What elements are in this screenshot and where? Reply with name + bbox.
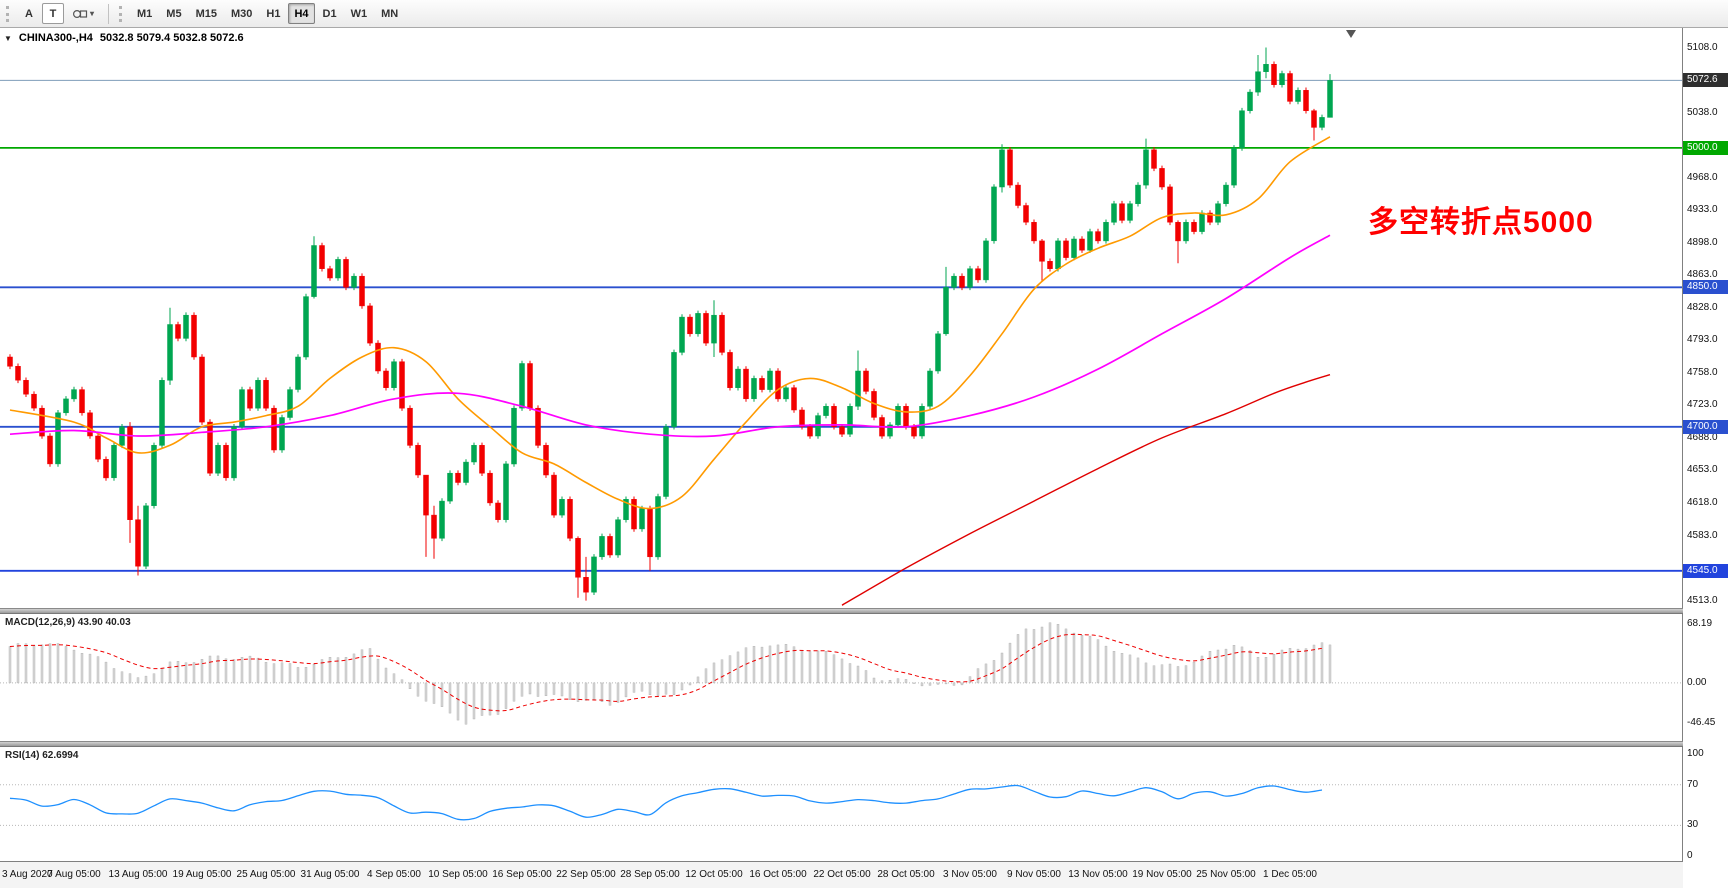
panel-splitter-macd[interactable] [0, 608, 1728, 614]
candles [7, 47, 1333, 601]
time-label: 9 Nov 05:00 [1007, 869, 1061, 880]
price-flag-level-5000[interactable]: 5000.0 [1683, 140, 1728, 155]
price-tick: 4723.0 [1687, 399, 1718, 411]
time-scale[interactable]: 3 Aug 2020 7 Aug 05:00 13 Aug 05:00 19 Aug … [0, 861, 1683, 888]
price-tick: 4968.0 [1687, 171, 1718, 183]
time-label: 3 Nov 05:00 [943, 869, 997, 880]
timeframe-button-d1[interactable]: D1 [317, 3, 343, 24]
price-flag-level-4700[interactable]: 4700.0 [1683, 419, 1728, 434]
ma_fast-line [9, 136, 1331, 510]
rsi-tick: 30 [1687, 819, 1699, 831]
timeframe-button-m1[interactable]: M1 [131, 3, 158, 24]
time-label: 28 Oct 05:00 [877, 869, 935, 880]
time-label: 3 Aug 2020 [2, 869, 53, 880]
price-tick: 4513.0 [1687, 594, 1718, 606]
price-tick: 4933.0 [1687, 204, 1718, 216]
price-tick: 4793.0 [1687, 334, 1718, 346]
time-label: 10 Sep 05:00 [428, 869, 488, 880]
macd-signal-line [9, 633, 1323, 712]
timeframe-button-m5[interactable]: M5 [160, 3, 187, 24]
timeframe-button-h4[interactable]: H4 [288, 3, 315, 24]
rsi-panel [0, 784, 1682, 826]
text-tool-button[interactable]: T [42, 3, 64, 24]
chevron-down-icon: ▾ [90, 9, 95, 18]
time-label: 28 Sep 05:00 [620, 869, 680, 880]
price-tick: 4688.0 [1687, 431, 1718, 443]
price-tick: 5108.0 [1687, 41, 1718, 53]
time-label: 22 Sep 05:00 [556, 869, 616, 880]
rsi-indicator-label: RSI(14) 62.6994 [5, 750, 79, 761]
toolbar-grip[interactable] [6, 5, 11, 22]
time-label: 7 Aug 05:00 [47, 869, 101, 880]
toolbar-separator [108, 3, 110, 24]
price-tick: 4863.0 [1687, 269, 1718, 281]
ma_mid-line [9, 234, 1331, 438]
macd-indicator-label: MACD(12,26,9) 43.90 40.03 [5, 617, 131, 628]
timeframe-button-m30[interactable]: M30 [225, 3, 258, 24]
timeframe-button-group: M1 M5 M15 M30 H1 H4 D1 W1 MN [131, 3, 404, 24]
time-label: 13 Nov 05:00 [1068, 869, 1128, 880]
time-label: 22 Oct 05:00 [813, 869, 871, 880]
price-tick: 4653.0 [1687, 464, 1718, 476]
price-flag-level-4850[interactable]: 4850.0 [1683, 280, 1728, 295]
toolbar: A T ▾ M1 M5 M15 M30 H1 H4 D1 W1 MN [0, 0, 1728, 28]
timeframe-toolbar-grip[interactable] [119, 5, 124, 22]
symbol-ohlc: 5032.8 5079.4 5032.8 5072.6 [99, 32, 244, 44]
price-flag-last-price[interactable]: 5072.6 [1683, 73, 1728, 88]
time-label: 16 Sep 05:00 [492, 869, 552, 880]
time-label: 1 Dec 05:00 [1263, 869, 1317, 880]
shift-marker-icon [1346, 30, 1356, 38]
rsi-tick: 100 [1687, 748, 1704, 760]
ma_slow-line [841, 374, 1331, 606]
time-label: 31 Aug 05:00 [300, 869, 360, 880]
time-label: 12 Oct 05:00 [685, 869, 743, 880]
time-label: 16 Oct 05:00 [749, 869, 807, 880]
chart-dropdown-arrow-icon[interactable]: ▼ [4, 33, 12, 43]
price-scale[interactable]: 5108.0 5038.0 4968.0 4933.0 4898.0 4863.0 4828… [1683, 28, 1728, 861]
price-tick: 4583.0 [1687, 529, 1718, 541]
shapes-tool-icon [72, 7, 88, 21]
time-label: 13 Aug 05:00 [108, 869, 168, 880]
chart-annotation[interactable]: 多空转折点5000 [1368, 206, 1594, 239]
time-label: 25 Nov 05:00 [1196, 869, 1256, 880]
price-tick: 4898.0 [1687, 236, 1718, 248]
timeframe-button-h1[interactable]: H1 [260, 3, 286, 24]
price-tick: 4758.0 [1687, 366, 1718, 378]
time-label: 4 Sep 05:00 [367, 869, 421, 880]
text-label-tool-button[interactable]: A [18, 3, 40, 24]
price-scale-divider [1682, 28, 1683, 888]
time-label: 19 Aug 05:00 [172, 869, 232, 880]
timeframe-button-w1[interactable]: W1 [345, 3, 374, 24]
price-tick: 4828.0 [1687, 301, 1718, 313]
timeframe-button-m15[interactable]: M15 [190, 3, 223, 24]
time-label: 25 Aug 05:00 [236, 869, 296, 880]
macd-tick: 68.19 [1687, 617, 1713, 629]
rsi-tick: 70 [1687, 778, 1699, 790]
timeframe-button-mn[interactable]: MN [375, 3, 404, 24]
macd-tick: -46.45 [1687, 717, 1716, 729]
price-tick: 5038.0 [1687, 106, 1718, 118]
symbol-info: ▼ CHINA300-,H4 5032.8 5079.4 5032.8 5072… [4, 32, 244, 44]
rsi-line [9, 784, 1323, 821]
price-tick: 4618.0 [1687, 496, 1718, 508]
time-label: 19 Nov 05:00 [1132, 869, 1192, 880]
price-flag-level-4545[interactable]: 4545.0 [1683, 563, 1728, 578]
shapes-tool-button[interactable]: ▾ [66, 3, 100, 24]
panel-splitter-rsi[interactable] [0, 741, 1728, 747]
horizontal-lines [0, 79, 1682, 572]
macd-tick: 0.00 [1687, 676, 1707, 688]
symbol-title: CHINA300-,H4 [18, 32, 93, 44]
rsi-tick: 0 [1687, 849, 1693, 861]
macd-panel [0, 622, 1682, 725]
